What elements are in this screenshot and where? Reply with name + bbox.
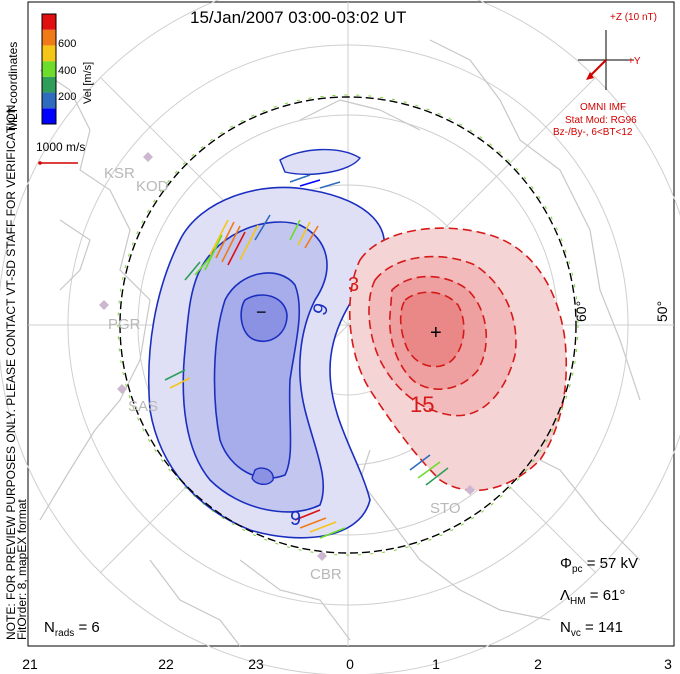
latitude-label-50: 50° — [654, 300, 670, 322]
vector-count: Nvc = 141 — [560, 619, 623, 639]
station-sas: SAS — [128, 398, 159, 415]
colorbar-swatch — [42, 14, 56, 30]
colorbar-tick-600: 600 — [58, 38, 77, 50]
lambda-value: = 61° — [589, 587, 626, 604]
mlt-tick-2: 2 — [534, 656, 542, 672]
map-title: 15/Jan/2007 03:00-03:02 UT — [190, 8, 407, 27]
station-markers — [99, 152, 475, 561]
contour-label-neg-b: 9 — [290, 508, 302, 530]
nrads-value: = 6 — [78, 619, 100, 636]
imf-condition: Bz-/By-, 6<BT<12 — [553, 127, 633, 138]
mlt-tick-23: 23 — [248, 656, 264, 672]
radar-count: Nrads = 6 — [44, 619, 100, 639]
fit-order-note: FitOrder: 8, mapEX format — [15, 499, 29, 640]
potential-minimum-marker: − — [256, 302, 267, 322]
reference-vector-label: 1000 m/s — [36, 140, 86, 154]
imf-dial — [578, 30, 634, 90]
potential-maximum-marker: + — [430, 322, 442, 344]
station-ksr: KSR — [104, 165, 135, 182]
contour-label-pos-a: 3 — [348, 274, 360, 296]
colorbar-swatch — [42, 45, 56, 62]
cross-polar-potential: Φpc = 57 kV — [560, 555, 638, 575]
nvc-value: = 141 — [585, 619, 623, 636]
plot-frame — [27, 1, 675, 647]
mlt-tick-21: 21 — [22, 656, 38, 672]
hm-boundary — [119, 96, 577, 554]
mlt-tick-22: 22 — [158, 656, 174, 672]
latitude-label-60: 60° — [573, 300, 589, 322]
phi-value: = 57 kV — [586, 555, 638, 572]
station-kod: KOD — [136, 178, 169, 195]
velocity-vectors — [164, 174, 449, 539]
velocity-colorbar — [41, 13, 57, 125]
colorbar-swatch — [42, 29, 56, 46]
lambda-subscript: HM — [570, 596, 586, 607]
station-sto: STO — [430, 500, 461, 517]
phi-subscript: pc — [571, 564, 583, 575]
contour-label-pos-b: 15 — [410, 392, 435, 417]
colorbar-label: Vel [m/s] — [82, 61, 94, 104]
nrads-symbol: N — [44, 619, 55, 636]
phi-symbol: Φ — [560, 555, 572, 572]
imf-z-label: +Z (10 nT) — [610, 12, 657, 23]
colorbar-swatch — [42, 61, 56, 77]
nvc-subscript: vc — [570, 628, 581, 639]
station-cbr: CBR — [310, 566, 342, 583]
station-pgr: PGR — [108, 316, 141, 333]
mlt-tick-0: 0 — [346, 656, 354, 672]
mlt-tick-3: 3 — [664, 656, 672, 672]
imf-source: OMNI IMF — [580, 102, 627, 113]
imf-y-label: +Y — [628, 56, 641, 67]
imf-model: Stat Mod: RG96 — [565, 115, 637, 126]
nvc-symbol: N — [560, 619, 571, 636]
colorbar-swatch — [42, 108, 56, 124]
colorbar-outline — [41, 13, 57, 125]
positive-potential-cell — [348, 227, 568, 492]
lambda-symbol: Λ — [560, 587, 571, 604]
colorbar-tick-200: 200 — [58, 91, 77, 103]
negative-potential-cell — [147, 148, 385, 539]
hm-boundary-latitude: ΛHM = 61° — [560, 587, 625, 607]
colorbar-swatch — [42, 92, 56, 109]
reference-vector-arrow — [38, 161, 78, 165]
colorbar-tick-400: 400 — [58, 65, 77, 77]
mlt-tick-1: 1 — [432, 656, 440, 672]
colorbar-swatch — [42, 76, 56, 93]
nrads-subscript: rads — [54, 628, 75, 639]
boundary-ticks — [117, 94, 579, 556]
